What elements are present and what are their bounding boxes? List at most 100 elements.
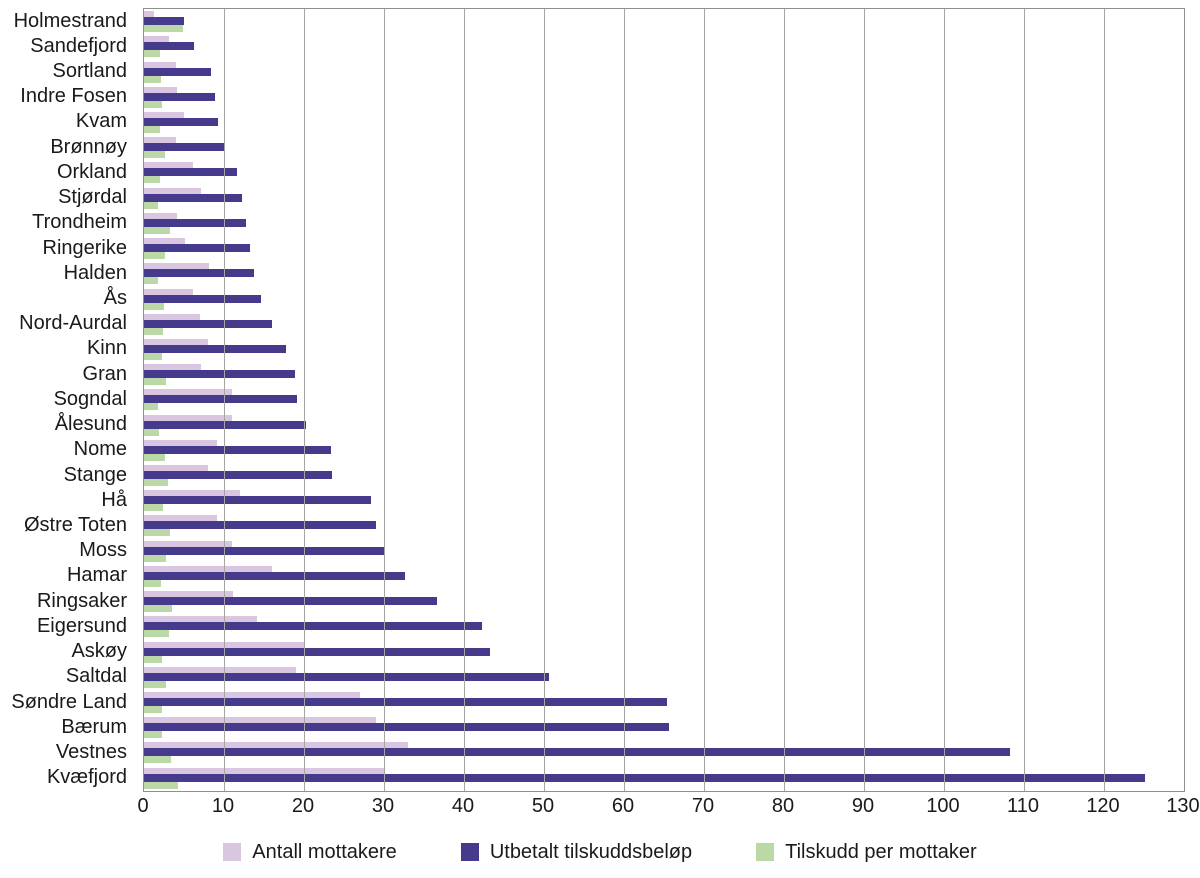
bar-group (144, 186, 1184, 211)
bar-series-1 (144, 723, 669, 732)
bar-series-0 (144, 565, 272, 572)
bar-series-1 (144, 395, 297, 404)
bar-series-1 (144, 748, 1011, 757)
bar-series-2 (144, 655, 162, 663)
bar-series-1 (144, 672, 549, 681)
bar-series-2 (144, 151, 165, 159)
bar-series-1 (144, 117, 219, 126)
bar-series-0 (144, 313, 200, 320)
bar-series-1 (144, 445, 332, 454)
bar-series-1 (144, 67, 212, 76)
bar-series-2 (144, 352, 163, 360)
category-label: Ås (103, 287, 127, 310)
bar-series-2 (144, 176, 160, 184)
category-label: Hå (101, 488, 127, 511)
bar-group (144, 740, 1184, 765)
bar-series-1 (144, 622, 483, 631)
bar-series-1 (144, 344, 286, 353)
bar-group (144, 513, 1184, 538)
x-tick-label: 110 (1007, 795, 1039, 817)
category-label: Orkland (56, 160, 127, 183)
category-label: Sogndal (53, 387, 127, 410)
bar-series-1 (144, 269, 254, 278)
bar-series-0 (144, 61, 176, 68)
bar-series-1 (144, 92, 216, 101)
bar-groups (144, 9, 1184, 791)
bar-series-1 (144, 294, 261, 303)
bar-series-2 (144, 201, 159, 209)
gridline (944, 9, 945, 791)
bar-group (144, 135, 1184, 160)
bar-group (144, 614, 1184, 639)
gridline (624, 9, 625, 791)
bar-series-1 (144, 521, 376, 530)
legend-label: Tilskudd per mottaker (785, 841, 977, 863)
category-label: Askøy (71, 640, 127, 663)
bar-group (144, 236, 1184, 261)
bar-series-2 (144, 277, 158, 285)
bar-group (144, 690, 1184, 715)
x-tick-label: 120 (1086, 795, 1120, 817)
bar-series-1 (144, 168, 237, 177)
x-tick-label: 20 (291, 795, 315, 817)
bar-group (144, 665, 1184, 690)
category-label: Nome (73, 438, 127, 461)
bar-series-0 (144, 742, 408, 749)
category-label: Sandefjord (30, 34, 127, 57)
bar-series-2 (144, 504, 164, 512)
bar-series-2 (144, 50, 160, 58)
x-tick-label: 40 (451, 795, 475, 817)
bar-series-1 (144, 496, 372, 505)
legend-item: Utbetalt tilskuddsbeløp (460, 841, 693, 863)
bar-series-2 (144, 428, 160, 436)
bar-series-1 (144, 546, 384, 555)
category-label: Brønnøy (50, 135, 127, 158)
bar-series-2 (144, 781, 179, 789)
bar-series-0 (144, 36, 169, 43)
bar-series-2 (144, 731, 162, 739)
category-label: Ringsaker (36, 589, 127, 612)
bar-series-1 (144, 773, 1145, 782)
bar-series-1 (144, 42, 195, 51)
bar-series-1 (144, 597, 437, 606)
x-tick-label: 100 (926, 795, 960, 817)
bar-group (144, 160, 1184, 185)
bar-group (144, 85, 1184, 110)
legend-label: Utbetalt tilskuddsbeløp (489, 841, 693, 863)
bar-series-2 (144, 252, 165, 260)
bar-series-0 (144, 263, 209, 270)
bar-group (144, 261, 1184, 286)
bar-series-0 (144, 490, 240, 497)
x-tick-label: 0 (137, 795, 149, 817)
bar-group (144, 438, 1184, 463)
bar-series-2 (144, 630, 169, 638)
bar-series-0 (144, 187, 201, 194)
bar-series-0 (144, 364, 201, 371)
bar-series-0 (144, 515, 217, 522)
bar-series-2 (144, 75, 161, 83)
bar-series-0 (144, 666, 296, 673)
bar-series-1 (144, 647, 491, 656)
plot-area (143, 8, 1185, 792)
bar-series-2 (144, 378, 167, 386)
bar-group (144, 211, 1184, 236)
category-label: Indre Fosen (20, 85, 127, 108)
gridline (1104, 9, 1105, 791)
bar-series-1 (144, 319, 272, 328)
bar-series-2 (144, 327, 164, 335)
bar-series-0 (144, 767, 384, 774)
x-tick-label: 50 (531, 795, 555, 817)
bar-series-1 (144, 698, 668, 707)
bar-group (144, 362, 1184, 387)
bar-series-1 (144, 17, 184, 26)
bar-series-0 (144, 238, 185, 245)
category-label: Kvam (75, 110, 127, 133)
bar-series-1 (144, 471, 332, 480)
bar-group (144, 639, 1184, 664)
category-label: Bærum (61, 715, 127, 738)
bar-series-2 (144, 453, 165, 461)
bar-series-2 (144, 706, 162, 714)
bar-series-2 (144, 554, 167, 562)
x-axis: 0 10 20 30 40 50 60 70 80 90 100 110 120 130 (137, 795, 1199, 821)
